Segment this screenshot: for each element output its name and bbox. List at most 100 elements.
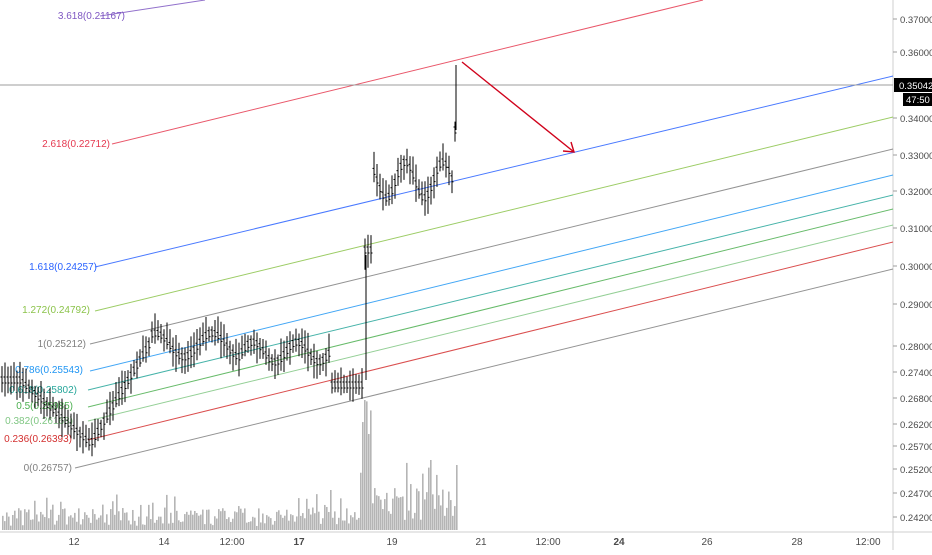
fib-label-3_618: 3.618(0.21167) [58,11,125,22]
volume-bar [430,460,432,530]
volume-bar [112,501,114,530]
volume-bar [286,509,288,530]
price-tick-label: 0.34000 [900,114,932,125]
volume-bar [180,521,182,530]
volume-bar [188,514,190,530]
time-tick-label: 24 [613,537,625,548]
volume-bar [278,510,280,530]
volume-bar [266,515,268,530]
volume-bar [382,509,384,530]
volume-bar [200,514,202,530]
volume-bar [12,514,14,530]
volume-bar [332,517,334,530]
current-price-badge [894,78,932,92]
volume-bar [276,511,278,530]
volume-bar [294,521,296,530]
fib-line-3_618 [99,0,206,17]
volume-bar [228,517,230,530]
volume-bar [418,491,420,530]
volume-bar [414,512,416,530]
volume-bar [86,514,88,530]
volume-bar [8,516,10,530]
volume-bar [296,516,298,530]
volume-bar [118,511,120,530]
price-tick-label: 0.25200 [900,465,932,476]
volume-bar [34,500,36,530]
volume-bar [288,520,290,530]
volume-bar [64,508,66,530]
volume-bar [336,524,338,530]
volume-bar [426,492,428,530]
time-tick-label: 21 [475,537,487,548]
volume-bar [124,512,126,530]
volume-bar [44,517,46,530]
volume-bar [432,494,434,530]
volume-bar [190,510,192,530]
volume-bar [192,514,194,530]
volume-bar [42,514,44,530]
volume-bar [292,515,294,530]
price-tick-label: 0.36000 [900,48,932,59]
time-tick-label: 12:00 [535,537,560,548]
fib-line-1_618 [94,75,894,268]
volume-bar [330,490,332,530]
arrow-annotation [461,61,575,153]
price-tick-label: 0.28000 [900,342,932,353]
fib-label-1: 1(0.25212) [38,339,86,350]
volume-bar [422,473,424,530]
volume-bar [76,521,78,530]
volume-bar [62,509,64,530]
volume-bar [350,515,352,530]
volume-bar [232,518,234,530]
volume-bar [396,496,398,530]
volume-bar [26,512,28,530]
volume-bar [134,520,136,530]
volume-bar [10,525,12,530]
volume-bar [74,512,76,530]
volume-bar [78,508,80,530]
volume-bar [344,520,346,530]
fib-line-0_786 [89,174,894,372]
price-tick-label: 0.37000 [900,15,932,26]
fib-label-0_236: 0.236(0.26393) [4,434,72,445]
volume-bar [36,514,38,530]
volume-bar [226,519,228,530]
arrow-shaft [461,61,575,153]
volume-bar [354,512,356,530]
volume-bar [428,467,430,530]
volume-bar [196,513,198,530]
volume-bar [20,510,22,530]
volume-bar [122,508,124,530]
fib-label-0_5: 0.5(0.25985) [16,401,73,412]
volume-bar [186,511,188,530]
volume-bar [392,498,394,530]
volume-bar [442,489,444,530]
volume-bar [130,524,132,530]
volume-bar [52,504,54,530]
volume-bar [82,519,84,530]
volume-bar [444,515,446,530]
price-tick-label: 0.33000 [900,151,932,162]
volume-bar [370,410,372,530]
volume-bar [98,517,100,530]
countdown-badge [903,93,932,106]
volume-bar [420,519,422,530]
time-tick-label: 12:00 [219,537,244,548]
volume-bar [56,520,58,530]
volume-bar [280,514,282,530]
price-tick-label: 0.25700 [900,442,932,453]
volume-bar [284,515,286,530]
volume-bar [304,518,306,530]
volume-bar [22,525,24,530]
volume-bar [320,523,322,530]
volume-bar [46,497,48,530]
volume-bar [120,520,122,530]
volume-bar [38,521,40,530]
volume-bar [322,518,324,530]
volume-bar [4,521,6,530]
volume-bar [290,514,292,530]
volume-bar [402,496,404,530]
volume-bar [264,523,266,530]
price-tick-label: 0.24200 [900,513,932,524]
